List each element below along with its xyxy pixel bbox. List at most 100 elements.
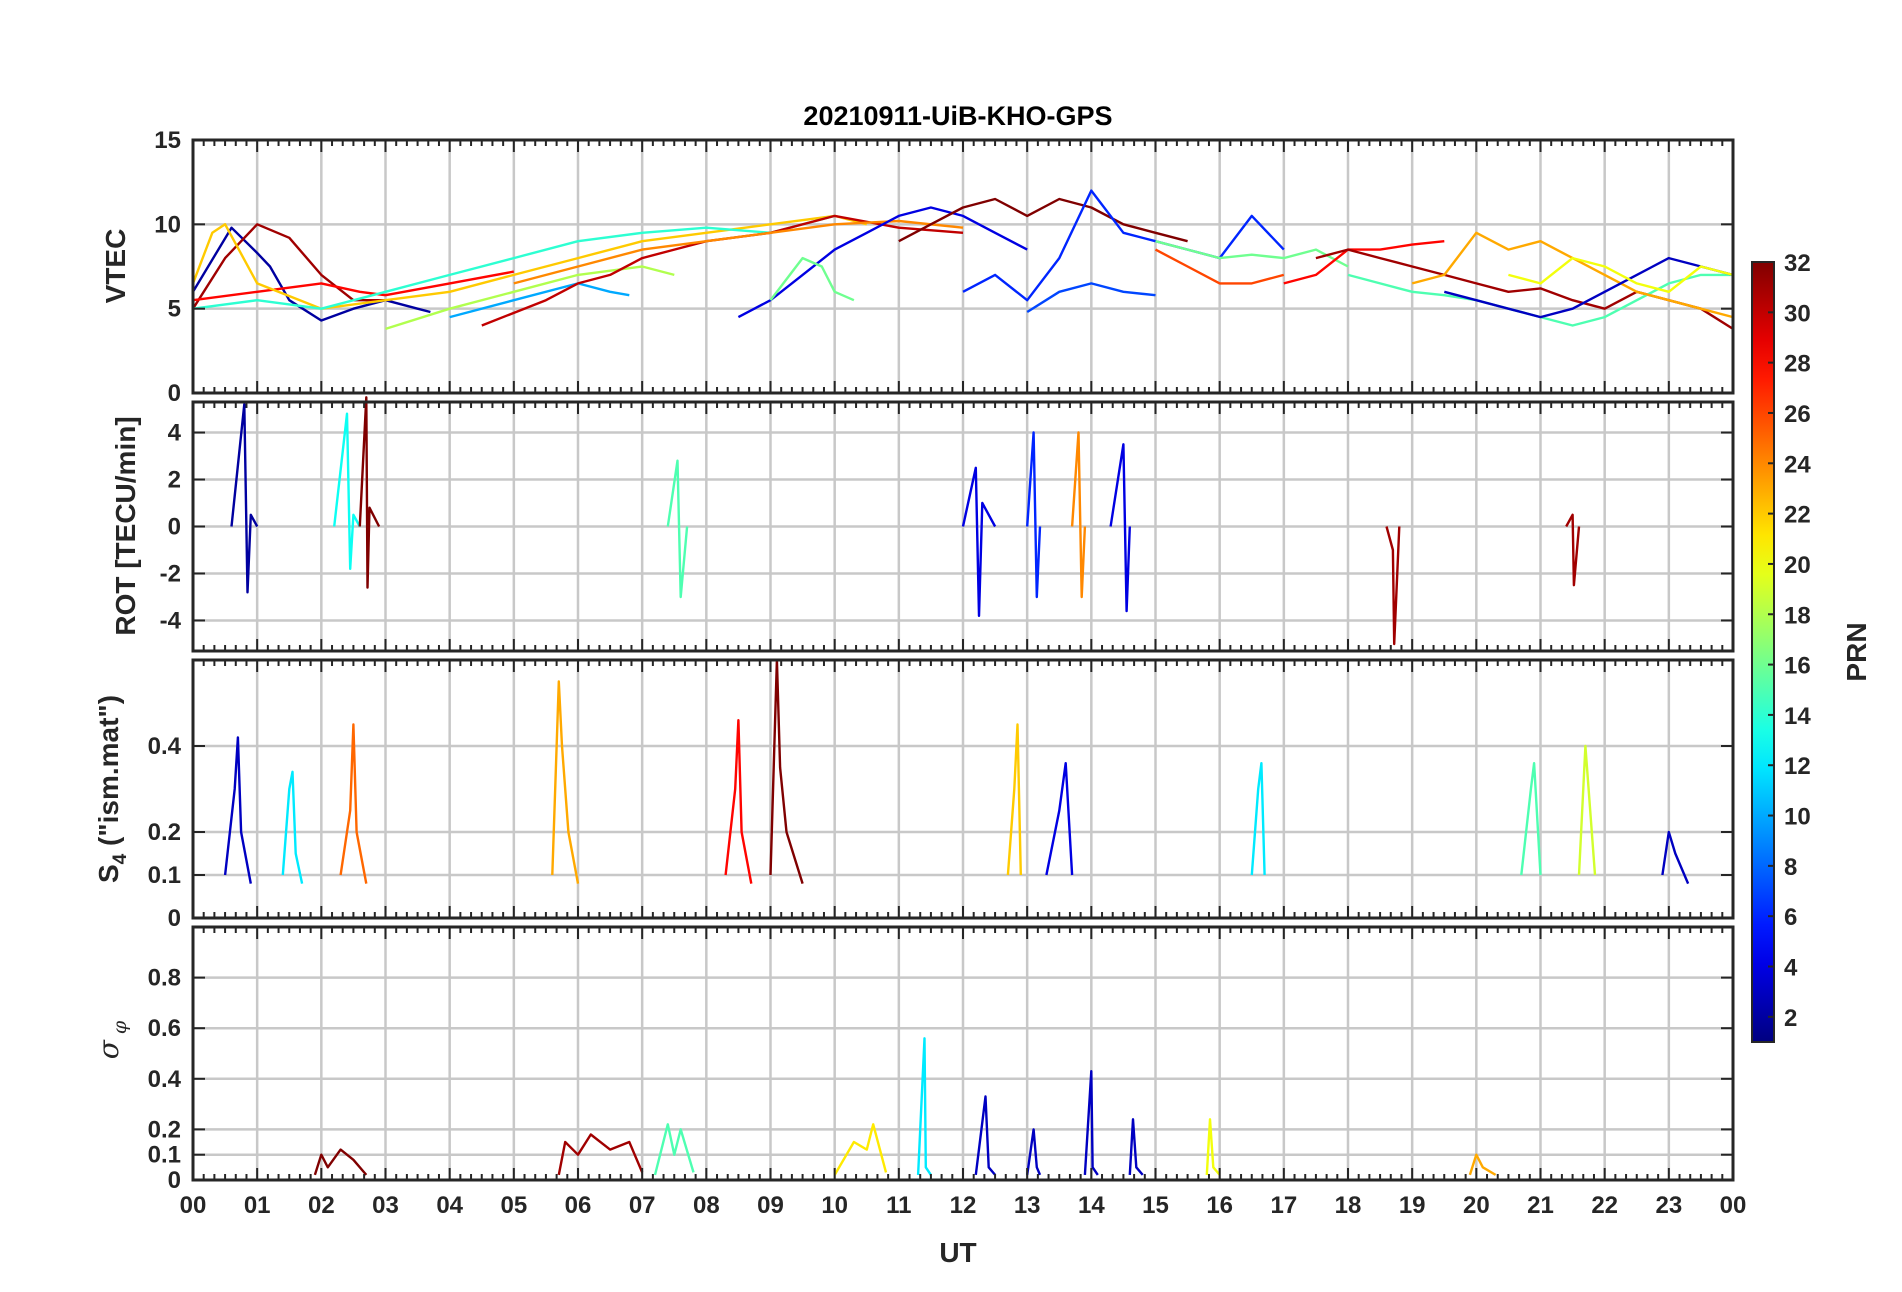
series-line-prn-4: [1045, 762, 1074, 876]
series-line-prn-24: [1070, 431, 1087, 599]
y-tick-label: 5: [168, 296, 181, 323]
series-line-prn-21: [833, 1123, 888, 1176]
series-line-prn-26: [1154, 248, 1285, 285]
series-line-prn-15: [653, 1123, 695, 1176]
series-line-prn-22: [191, 214, 868, 310]
x-tick-label: 06: [565, 1192, 592, 1219]
x-tick-label: 17: [1270, 1192, 1297, 1219]
series-group: [191, 189, 1734, 331]
colorbar-tick-label: 32: [1784, 250, 1811, 277]
series-line-prn-23: [1468, 1153, 1497, 1176]
series-line-prn-3: [1661, 830, 1690, 885]
colorbar-tick-label: 2: [1784, 1005, 1797, 1032]
series-line-prn-14: [192, 214, 836, 310]
x-tick-label: 19: [1399, 1192, 1426, 1219]
x-tick-label: 23: [1655, 1192, 1682, 1219]
series-line-prn-15: [666, 459, 689, 599]
x-tick-label: 15: [1142, 1192, 1169, 1219]
series-line-prn-12: [1250, 762, 1266, 876]
series-line-prn-13: [333, 412, 361, 570]
panel-sigma-phi: 00.10.2 0.4 0.6 0.8 σ φ: [92, 925, 1735, 1194]
colorbar-tick-label: 24: [1784, 451, 1811, 478]
x-tick-label: 00: [1720, 1192, 1747, 1219]
series-line-prn-3: [223, 736, 252, 884]
y-tick-label: 4: [168, 420, 182, 447]
series-line-prn-16: [1155, 240, 1349, 268]
figure-title: 20210911-UiB-KHO-GPS: [803, 101, 1112, 131]
y-tick-label: 15: [154, 127, 181, 154]
panel-rot: -4 -2 0 2 4 ROT [TECU/min]: [110, 396, 1735, 653]
series-line-prn-30: [481, 214, 964, 327]
series-line-prn-20: [1205, 1118, 1221, 1176]
series-group: [313, 1037, 1497, 1176]
x-tick-label: 13: [1014, 1192, 1041, 1219]
colorbar-tick-label: 14: [1784, 703, 1811, 730]
y-tick-label: 0.6: [148, 1015, 181, 1042]
series-group: [223, 658, 1690, 885]
x-tick-label: 08: [693, 1192, 720, 1219]
series-line-prn-31: [557, 1133, 644, 1176]
x-tick-label: 04: [436, 1192, 463, 1219]
y-tick-label: 2: [168, 467, 181, 494]
series-line-prn-31: [1385, 526, 1401, 646]
series-line-prn-20: [1508, 256, 1734, 293]
series-line-prn-3: [1443, 256, 1734, 319]
series-line-prn-32: [358, 396, 381, 589]
colorbar-tick-label: 30: [1784, 300, 1811, 327]
y-tick-label: -4: [160, 607, 182, 634]
series-line-prn-28: [724, 719, 753, 884]
x-tick-label: 21: [1527, 1192, 1554, 1219]
series-line-prn-15: [1520, 762, 1542, 876]
series-line-prn-12: [916, 1037, 932, 1176]
y-tick-label: -2: [160, 560, 181, 587]
x-tick-label: 16: [1206, 1192, 1233, 1219]
plot-frame: [191, 138, 1735, 395]
colorbar-tick-label: 28: [1784, 351, 1811, 378]
x-tick-label: 00: [180, 1192, 207, 1219]
y-tick-label: 10: [154, 211, 181, 238]
colorbar-tick-label: 20: [1784, 552, 1811, 579]
colorbar-tick-label: 10: [1784, 804, 1811, 831]
colorbar-tick-label: 12: [1784, 753, 1811, 780]
x-axis-label: UT: [939, 1237, 976, 1268]
x-tick-label: 10: [821, 1192, 848, 1219]
panel-s4: 0 0.1 0.2 0.4 S4 ("ism.mat"): [93, 658, 1735, 932]
series-line-prn-19: [1577, 744, 1597, 876]
series-line-prn-4: [1109, 443, 1131, 613]
y-tick-label: 0: [168, 514, 181, 541]
series-line-prn-3: [1026, 1128, 1042, 1176]
y-tick-label: 0.8: [148, 965, 181, 992]
y-tick-label: 0.1: [148, 1142, 181, 1169]
series-group: [230, 396, 1581, 646]
colorbar-tick-label: 22: [1784, 502, 1811, 529]
x-tick-label: 07: [629, 1192, 656, 1219]
series-line-prn-6: [962, 189, 1285, 302]
y-tick-label: 0.4: [148, 1066, 182, 1093]
x-tick-labels: 00 01 02 03 04 05 06 07 08 09 10 11 12 13 14 15 16 17 18 19…: [180, 1192, 1747, 1219]
y-axis-label: ROT [TECU/min]: [110, 416, 141, 635]
colorbar-tick-label: 6: [1784, 904, 1797, 931]
series-line-prn-3: [1128, 1118, 1144, 1176]
y-tick-label: 0.2: [148, 819, 181, 846]
x-tick-label: 11: [886, 1192, 911, 1219]
series-line-prn-2: [230, 403, 259, 594]
colorbar-tick-label: 4: [1784, 955, 1798, 982]
x-tick-label: 03: [372, 1192, 399, 1219]
series-line-prn-18: [385, 265, 675, 331]
series-line-prn-28: [1283, 240, 1445, 285]
series-line-prn-23: [551, 680, 580, 884]
series-line-prn-2: [191, 226, 431, 322]
y-tick-label: 0.1: [148, 862, 181, 889]
series-line-prn-32: [769, 658, 804, 884]
y-tick-label: 0.4: [148, 733, 182, 760]
colorbar-label: PRN: [1841, 622, 1872, 681]
colorbar-tick-label: 18: [1784, 602, 1811, 629]
colorbar-tick-label: 16: [1784, 653, 1811, 680]
y-tick-label: 0.2: [148, 1116, 181, 1143]
series-line-prn-6: [1026, 431, 1042, 599]
series-line-prn-4: [737, 206, 1028, 319]
series-line-prn-3: [1083, 1069, 1099, 1176]
